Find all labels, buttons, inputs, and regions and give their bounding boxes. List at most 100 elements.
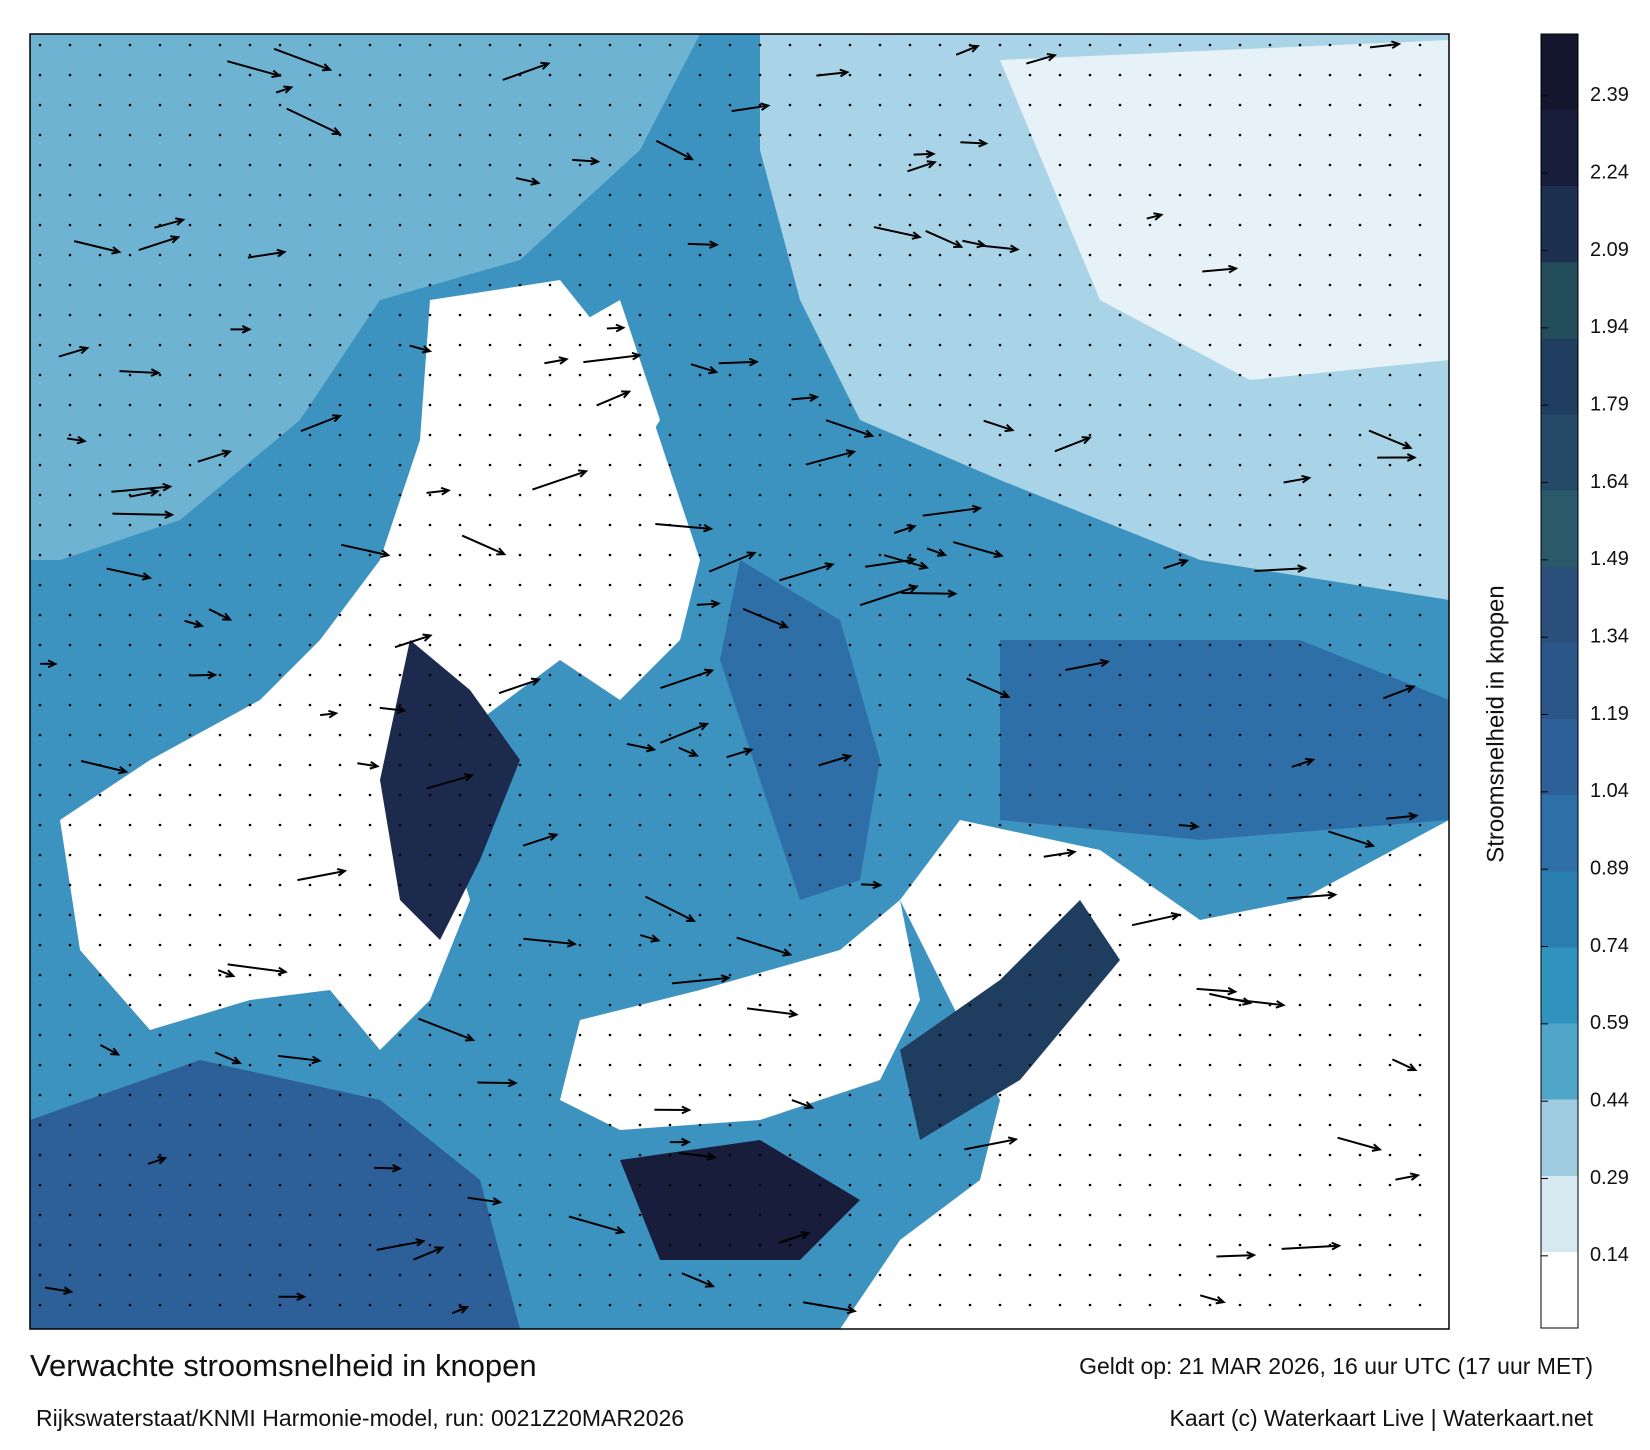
grid-dot bbox=[128, 913, 132, 917]
grid-dot bbox=[488, 283, 492, 287]
grid-dot bbox=[1178, 283, 1182, 287]
grid-dot bbox=[188, 583, 192, 587]
grid-dot bbox=[578, 913, 582, 917]
grid-dot bbox=[458, 403, 462, 407]
grid-dot bbox=[38, 463, 42, 467]
grid-dot bbox=[1358, 493, 1362, 497]
grid-dot bbox=[938, 673, 942, 677]
grid-dot bbox=[1388, 343, 1392, 347]
grid-dot bbox=[1028, 1093, 1032, 1097]
grid-dot bbox=[608, 343, 612, 347]
grid-dot bbox=[878, 343, 882, 347]
grid-dot bbox=[1028, 883, 1032, 887]
grid-dot bbox=[848, 883, 852, 887]
grid-dot bbox=[278, 1063, 282, 1067]
grid-dot bbox=[98, 103, 102, 107]
grid-dot bbox=[158, 73, 162, 77]
grid-dot bbox=[578, 1243, 582, 1247]
grid-dot bbox=[1028, 553, 1032, 557]
grid-dot bbox=[1028, 373, 1032, 377]
grid-dot bbox=[758, 43, 762, 47]
grid-dot bbox=[1208, 133, 1212, 137]
grid-dot bbox=[128, 1063, 132, 1067]
grid-dot bbox=[188, 403, 192, 407]
grid-dot bbox=[1238, 793, 1242, 797]
grid-dot bbox=[998, 373, 1002, 377]
grid-dot bbox=[1298, 373, 1302, 377]
grid-dot bbox=[248, 73, 252, 77]
grid-dot bbox=[368, 493, 372, 497]
grid-dot bbox=[278, 583, 282, 587]
grid-dot bbox=[998, 1273, 1002, 1277]
grid-dot bbox=[908, 913, 912, 917]
grid-dot bbox=[218, 523, 222, 527]
grid-dot bbox=[1328, 703, 1332, 707]
grid-dot bbox=[938, 703, 942, 707]
grid-dot bbox=[1028, 43, 1032, 47]
grid-dot bbox=[398, 943, 402, 947]
grid-dot bbox=[608, 73, 612, 77]
grid-dot bbox=[218, 643, 222, 647]
current-arrow bbox=[873, 226, 922, 240]
grid-dot bbox=[1148, 523, 1152, 527]
grid-dot bbox=[788, 43, 792, 47]
grid-dot bbox=[1238, 253, 1242, 257]
grid-dot bbox=[1208, 193, 1212, 197]
grid-dot bbox=[1328, 853, 1332, 857]
grid-dot bbox=[548, 1273, 552, 1277]
grid-dot bbox=[368, 163, 372, 167]
grid-dot bbox=[788, 313, 792, 317]
grid-dot bbox=[1028, 1153, 1032, 1157]
grid-dot bbox=[128, 1243, 132, 1247]
grid-dot bbox=[1058, 1243, 1062, 1247]
grid-dot bbox=[608, 523, 612, 527]
grid-dot bbox=[668, 763, 672, 767]
grid-dot bbox=[578, 103, 582, 107]
grid-dot bbox=[1298, 1123, 1302, 1127]
grid-dot bbox=[818, 1033, 822, 1037]
grid-dot bbox=[218, 163, 222, 167]
grid-dot bbox=[158, 493, 162, 497]
grid-dot bbox=[1328, 163, 1332, 167]
grid-dot bbox=[758, 463, 762, 467]
grid-dot bbox=[1088, 733, 1092, 737]
grid-dot bbox=[1058, 1033, 1062, 1037]
grid-dot bbox=[638, 73, 642, 77]
grid-dot bbox=[428, 1123, 432, 1127]
grid-dot bbox=[1268, 1033, 1272, 1037]
grid-dot bbox=[788, 193, 792, 197]
grid-dot bbox=[128, 1033, 132, 1037]
grid-dot bbox=[1208, 913, 1212, 917]
grid-dot bbox=[998, 1153, 1002, 1157]
grid-dot bbox=[1208, 1243, 1212, 1247]
grid-dot bbox=[908, 343, 912, 347]
grid-dot bbox=[158, 613, 162, 617]
grid-dot bbox=[248, 193, 252, 197]
grid-dot bbox=[668, 823, 672, 827]
grid-dot bbox=[1028, 133, 1032, 137]
grid-dot bbox=[998, 313, 1002, 317]
grid-dot bbox=[1388, 283, 1392, 287]
grid-dot bbox=[488, 823, 492, 827]
grid-dot bbox=[428, 1063, 432, 1067]
current-arrow bbox=[678, 1151, 717, 1161]
grid-dot bbox=[218, 133, 222, 137]
grid-dot bbox=[68, 613, 72, 617]
grid-dot bbox=[938, 463, 942, 467]
grid-dot bbox=[38, 643, 42, 647]
grid-dot bbox=[728, 463, 732, 467]
grid-dot bbox=[1238, 1213, 1242, 1217]
grid-dot bbox=[128, 373, 132, 377]
grid-dot bbox=[278, 883, 282, 887]
grid-dot bbox=[968, 883, 972, 887]
colorbar-tick-label: 1.94 bbox=[1590, 316, 1629, 338]
grid-dot bbox=[908, 1123, 912, 1127]
grid-dot bbox=[608, 1153, 612, 1157]
grid-dot bbox=[1088, 913, 1092, 917]
current-arrow bbox=[980, 244, 1020, 254]
grid-dot bbox=[578, 1033, 582, 1037]
grid-dot bbox=[1298, 1093, 1302, 1097]
grid-dot bbox=[908, 133, 912, 137]
grid-dot bbox=[1358, 763, 1362, 767]
grid-dot bbox=[728, 823, 732, 827]
